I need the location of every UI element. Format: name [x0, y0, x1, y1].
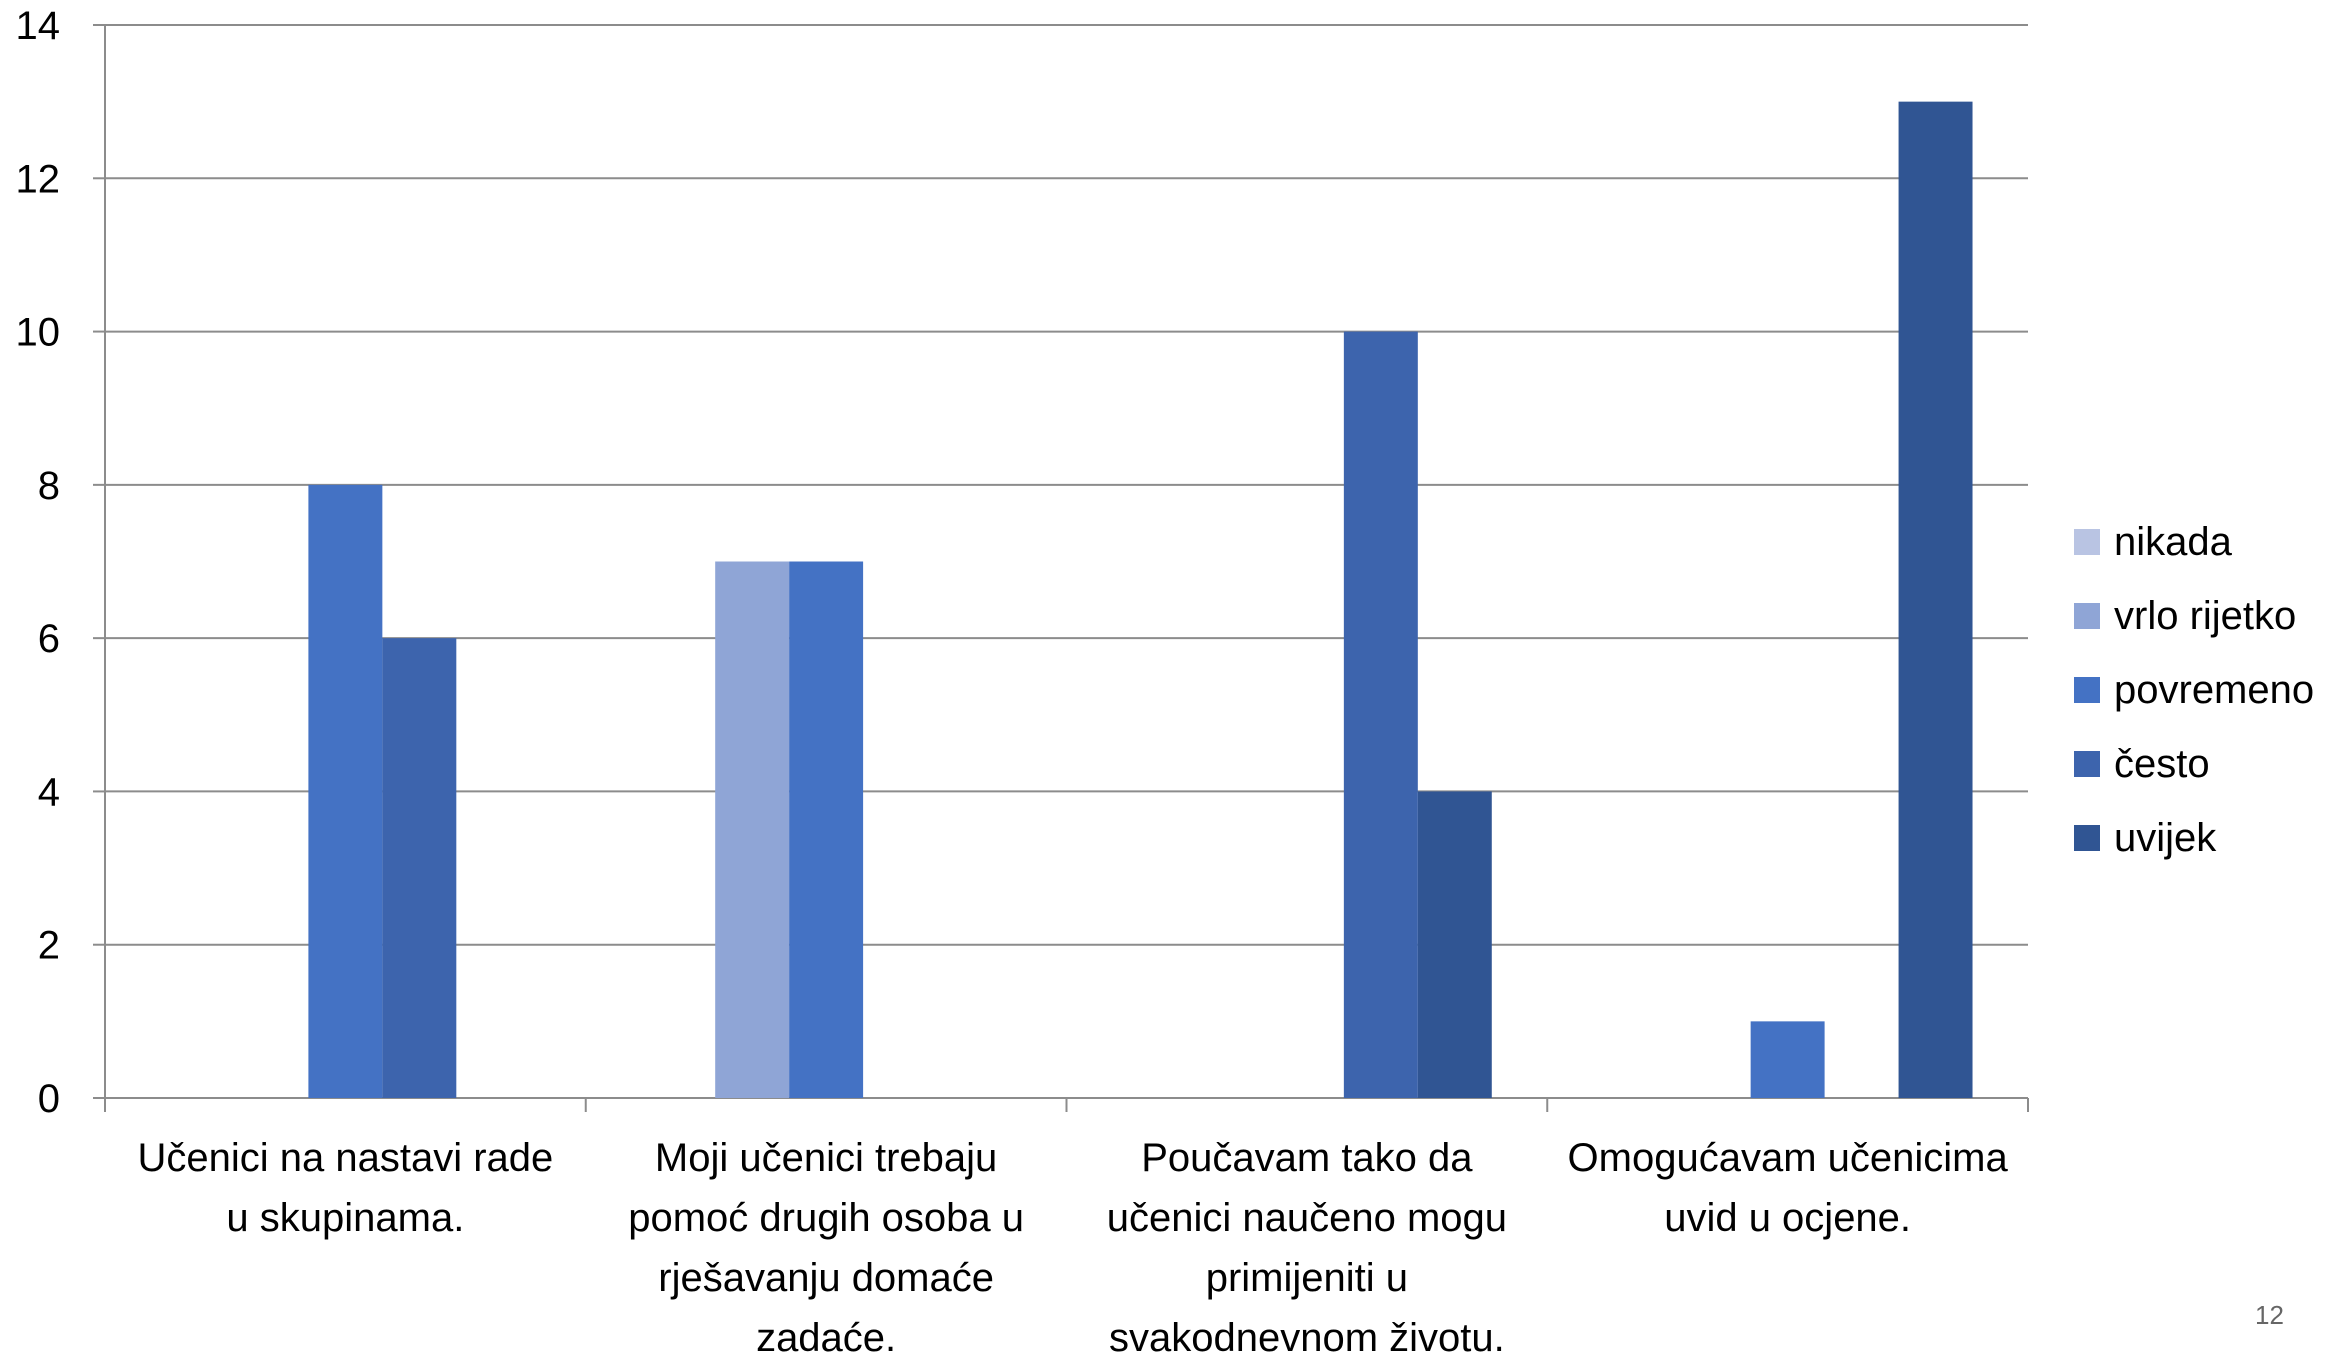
legend-item: povremeno: [2074, 653, 2314, 727]
x-category-label-line: Omogućavam učenicima: [1568, 1136, 2009, 1180]
legend-item: često: [2074, 727, 2314, 801]
x-category-label: Učenici na nastavi rade u skupinama.: [137, 1136, 553, 1240]
x-category-label: Omogućavam učenicima uvid u ocjene.: [1568, 1136, 2009, 1240]
y-tick-label: 0: [38, 1077, 60, 1121]
legend-label: nikada: [2114, 519, 2232, 564]
x-category-label-line: učenici naučeno mogu: [1107, 1196, 1507, 1240]
page-number: 12: [2255, 1300, 2284, 1330]
legend-swatch: [2074, 751, 2100, 777]
legend-swatch: [2074, 603, 2100, 629]
legend-swatch: [2074, 677, 2100, 703]
y-tick-label: 8: [38, 464, 60, 508]
x-category-label-line: zadaće.: [756, 1316, 896, 1354]
x-category-label-line: rješavanju domaće: [658, 1256, 994, 1300]
bar-uvijek: [1417, 791, 1492, 1098]
x-category-label-line: u skupinama.: [226, 1196, 464, 1240]
legend-item: nikada: [2074, 505, 2314, 579]
x-category-label-line: uvid u ocjene.: [1664, 1196, 1911, 1240]
legend-item: vrlo rijetko: [2074, 579, 2314, 653]
bar-povremeno: [308, 484, 383, 1098]
bar-uvijek: [1898, 101, 1973, 1098]
axis-labels: 0 2 4 6 8 10 12 14 Učenici na nastavi rade u skup…: [16, 4, 2009, 1354]
y-tick-label: 6: [38, 617, 60, 661]
x-category-label-line: Moji učenici trebaju: [655, 1136, 997, 1180]
y-tick-label: 4: [38, 770, 60, 814]
y-tick-label: 2: [38, 924, 60, 968]
x-category-label: Moji učenici trebaju pomoć drugih osoba u…: [628, 1136, 1024, 1354]
bar-povremeno: [789, 561, 864, 1098]
y-tick-label: 10: [16, 311, 61, 355]
x-category-label-line: svakodnevnom životu.: [1109, 1316, 1505, 1354]
x-category-label: Poučavam tako da učenici naučeno mogu prim…: [1107, 1136, 1507, 1354]
legend: nikada vrlo rijetko povremeno često uvijek: [2074, 505, 2314, 875]
legend-label: uvijek: [2114, 815, 2217, 860]
y-tick-label: 14: [16, 4, 61, 48]
legend-label: često: [2114, 741, 2210, 786]
x-category-label-line: Učenici na nastavi rade: [137, 1136, 553, 1180]
bar-vrlo-rijetko: [715, 561, 790, 1098]
x-category-label-line: primijeniti u: [1206, 1256, 1408, 1300]
legend-label: povremeno: [2114, 667, 2315, 712]
x-category-label-line: pomoć drugih osoba u: [628, 1196, 1024, 1240]
y-tick-label: 12: [16, 157, 61, 201]
bars: [308, 101, 1973, 1099]
legend-item: uvijek: [2074, 801, 2314, 875]
legend-swatch: [2074, 529, 2100, 555]
legend-label: vrlo rijetko: [2114, 593, 2297, 638]
legend-swatch: [2074, 825, 2100, 851]
bar-često: [1343, 331, 1418, 1099]
x-category-label-line: Poučavam tako da: [1141, 1136, 1473, 1180]
bar-povremeno: [1750, 1021, 1825, 1098]
bar-često: [382, 638, 457, 1098]
